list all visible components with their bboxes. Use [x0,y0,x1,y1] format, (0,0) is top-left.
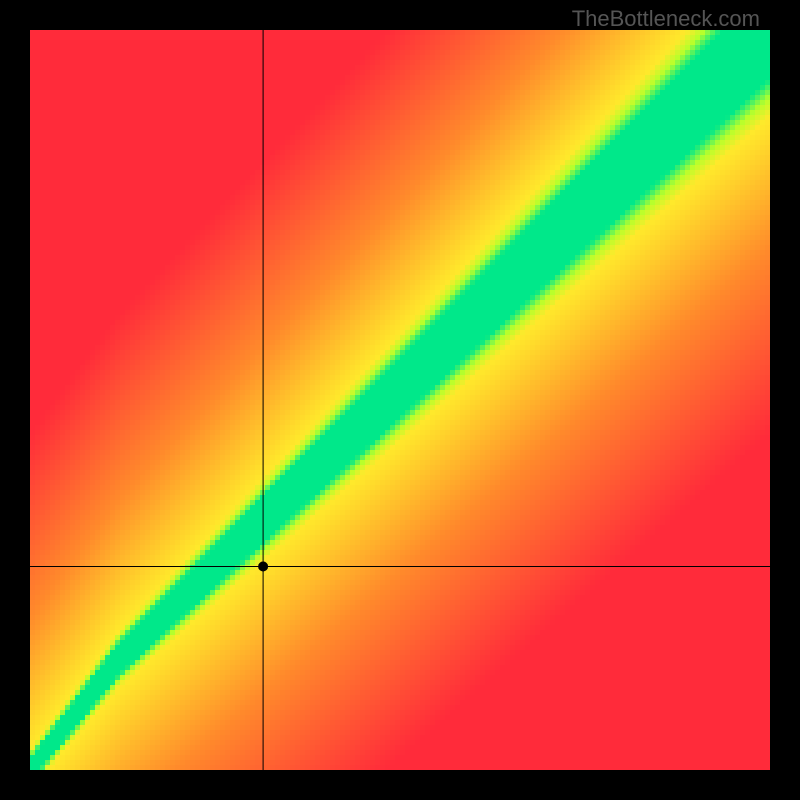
heatmap-canvas [30,30,770,770]
attribution-text: TheBottleneck.com [572,6,760,32]
bottleneck-heatmap [30,30,770,770]
